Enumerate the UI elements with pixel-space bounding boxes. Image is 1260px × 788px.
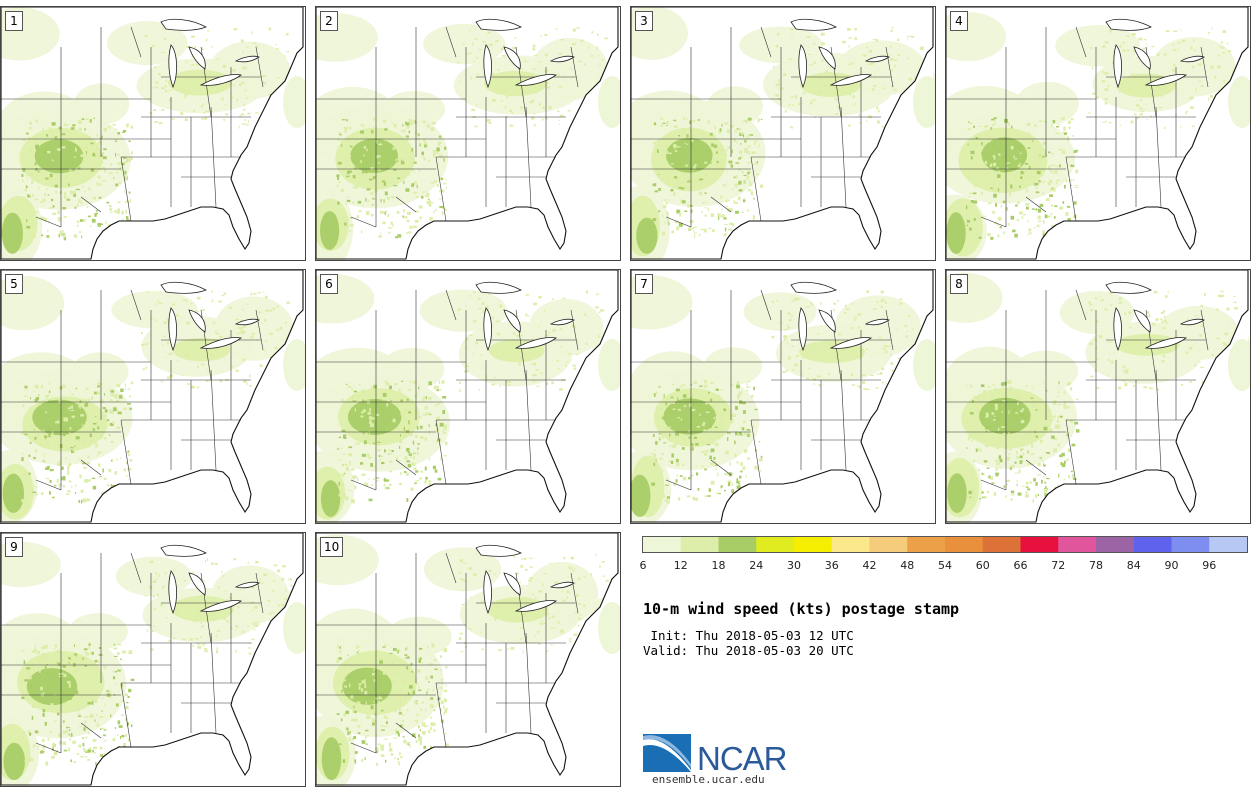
map-2 (316, 7, 620, 260)
colorbar-tick-label: 60 (975, 559, 990, 572)
colorbar-tick-label: 42 (862, 559, 877, 572)
colorbar-bin (680, 537, 719, 552)
website-url: ensemble.ucar.edu (652, 773, 765, 786)
colorbar-bin (907, 537, 946, 552)
colorbar-bin (982, 537, 1021, 552)
map-panel-1: 1 (0, 6, 306, 261)
colorbar (642, 536, 1248, 553)
ncar-logo-text: NCAR (697, 740, 787, 774)
map-panel-7: 7 (630, 269, 936, 524)
colorbar-bin (945, 537, 984, 552)
colorbar-tick-label: 66 (1013, 559, 1028, 572)
colorbar-bin (718, 537, 757, 552)
member-label-1: 1 (5, 11, 23, 31)
colorbar-tick-label: 84 (1126, 559, 1141, 572)
colorbar-tick-label: 6 (639, 559, 647, 572)
member-label-4: 4 (950, 11, 968, 31)
member-label-7: 7 (635, 274, 653, 294)
map-5 (1, 270, 305, 523)
colorbar-tick-label: 72 (1051, 559, 1066, 572)
colorbar-bin (756, 537, 795, 552)
chart-title: 10-m wind speed (kts) postage stamp (643, 600, 960, 618)
colorbar-tick-label: 78 (1089, 559, 1103, 572)
colorbar-tick-label: 24 (749, 559, 764, 572)
member-label-10: 10 (320, 537, 344, 557)
colorbar-bin (1209, 537, 1248, 552)
member-label-8: 8 (950, 274, 968, 294)
ncar-logo: NCAR (643, 734, 788, 774)
colorbar-bin (1133, 537, 1172, 552)
colorbar-bin (794, 537, 833, 552)
map-panel-10: 10 (315, 532, 621, 787)
map-10 (316, 533, 620, 786)
valid-time: Valid: Thu 2018-05-03 20 UTC (643, 643, 854, 658)
init-time: Init: Thu 2018-05-03 12 UTC (643, 628, 854, 643)
colorbar-bin (1020, 537, 1059, 552)
member-label-2: 2 (320, 11, 338, 31)
colorbar-tick-label: 36 (824, 559, 839, 572)
map-panel-8: 8 (945, 269, 1251, 524)
map-panel-5: 5 (0, 269, 306, 524)
map-8 (946, 270, 1250, 523)
map-1 (1, 7, 305, 260)
member-label-9: 9 (5, 537, 23, 557)
colorbar-bin (1171, 537, 1210, 552)
map-9 (1, 533, 305, 786)
map-panel-2: 2 (315, 6, 621, 261)
member-label-3: 3 (635, 11, 653, 31)
colorbar-bin (831, 537, 870, 552)
map-3 (631, 7, 935, 260)
colorbar-bin (869, 537, 908, 552)
map-7 (631, 270, 935, 523)
colorbar-tick-label: 90 (1164, 559, 1179, 572)
map-panel-3: 3 (630, 6, 936, 261)
colorbar-tick-label: 96 (1202, 559, 1217, 572)
map-panel-4: 4 (945, 6, 1251, 261)
map-panel-9: 9 (0, 532, 306, 787)
map-panel-6: 6 (315, 269, 621, 524)
colorbar-tick-label: 30 (787, 559, 801, 572)
member-label-6: 6 (320, 274, 338, 294)
member-label-5: 5 (5, 274, 23, 294)
colorbar-tick-label: 48 (900, 559, 915, 572)
map-4 (946, 7, 1250, 260)
colorbar-tick-label: 54 (938, 559, 952, 572)
colorbar-bin (1096, 537, 1135, 552)
colorbar-tick-label: 18 (711, 559, 726, 572)
colorbar-tick-label: 12 (673, 559, 688, 572)
colorbar-bin (643, 537, 682, 552)
colorbar-bin (1058, 537, 1097, 552)
map-6 (316, 270, 620, 523)
